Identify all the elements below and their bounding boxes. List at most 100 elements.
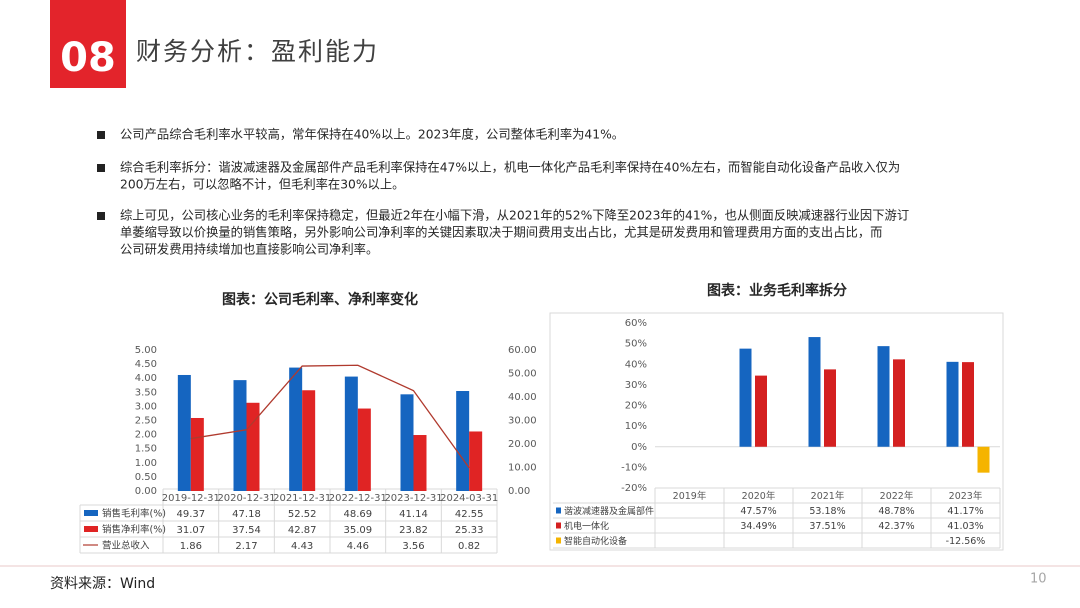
bar: [946, 361, 959, 447]
bullet-marker: [97, 131, 105, 139]
y-tick-label: 3.50: [135, 387, 157, 398]
legend-label: 智能自动化设备: [564, 535, 627, 547]
y2-tick-label: 60.00: [508, 345, 537, 356]
x-tick-label: 2021年: [811, 490, 845, 502]
y-tick-label: 1.50: [135, 444, 157, 455]
table-value: 42.55: [455, 509, 484, 520]
bar: [808, 337, 821, 447]
y-tick-label: 20%: [625, 401, 647, 412]
x-tick-label: 2022年: [880, 490, 914, 502]
table-value: 52.52: [288, 509, 317, 520]
bar: [357, 408, 371, 491]
legend-swatch: [556, 537, 561, 544]
y2-tick-label: 20.00: [508, 439, 537, 450]
bullet-text: 200万左右，可以忽略不计，但毛利率在30%以上。: [120, 177, 404, 192]
y-tick-label: 0.00: [135, 486, 157, 497]
table-value: 37.51%: [809, 521, 845, 532]
bar: [739, 348, 752, 447]
revenue-line: [190, 364, 470, 469]
bar: [413, 435, 427, 491]
bar: [190, 417, 204, 491]
y-tick-label: 4.50: [135, 359, 157, 370]
bullet-text: 综上可见，公司核心业务的毛利率保持稳定，但最近2年在小幅下滑，从2021年的52…: [120, 208, 909, 223]
bar: [302, 390, 316, 491]
table-value: 2.17: [235, 541, 257, 552]
y-tick-label: -20%: [621, 483, 647, 494]
x-tick-label: 2019-12-31: [162, 493, 220, 504]
y-tick-label: 1.00: [135, 458, 157, 469]
y-tick-label: 5.00: [135, 345, 157, 356]
table-value: 41.14: [399, 509, 428, 520]
x-tick-label: 2020年: [742, 490, 776, 502]
y-tick-label: 0%: [631, 442, 647, 453]
y2-tick-label: 40.00: [508, 392, 537, 403]
x-tick-label: 2019年: [673, 490, 707, 502]
legend-swatch: [556, 507, 561, 514]
x-tick-label: 2020-12-31: [217, 493, 275, 504]
bullet-text: 综合毛利率拆分：谐波减速器及金属部件产品毛利率保持在47%以上，机电一体化产品毛…: [120, 160, 900, 175]
table-value: 4.43: [291, 541, 313, 552]
table-value: 47.18: [232, 509, 261, 520]
source-note: 资料来源：Wind: [50, 576, 155, 592]
legend-swatch: [84, 526, 98, 532]
page-number: 10: [1030, 572, 1047, 587]
table-value: 0.82: [458, 541, 480, 552]
bar: [755, 375, 767, 447]
legend-label: 销售毛利率(%): [102, 508, 166, 520]
table-value: 53.18%: [809, 506, 845, 517]
chart-title: 图表：业务毛利率拆分: [707, 282, 847, 299]
table-value: 31.07: [177, 525, 206, 536]
y2-tick-label: 0.00: [508, 486, 530, 497]
y-tick-label: -10%: [621, 462, 647, 473]
section-number: 08: [60, 35, 116, 81]
y-tick-label: 40%: [625, 359, 647, 370]
bar: [246, 402, 260, 491]
table-value: 4.46: [347, 541, 369, 552]
legend-swatch: [556, 522, 561, 529]
x-tick-label: 2023年: [949, 490, 983, 502]
y-tick-label: 2.00: [135, 430, 157, 441]
table-value: 41.17%: [947, 506, 983, 517]
section-badge: [50, 0, 126, 88]
bullet-text: 公司产品综合毛利率水平较高，常年保持在40%以上。2023年度，公司整体毛利率为…: [120, 127, 624, 142]
bullet-marker: [97, 212, 105, 220]
y-tick-label: 3.00: [135, 401, 157, 412]
table-value: 25.33: [455, 525, 484, 536]
table-value: 23.82: [399, 525, 428, 536]
bullet-marker: [97, 164, 105, 172]
y-tick-label: 2.50: [135, 416, 157, 427]
bar: [877, 346, 890, 447]
table-value: 42.37%: [878, 521, 914, 532]
chart-frame: [549, 312, 1004, 551]
y-tick-label: 4.00: [135, 373, 157, 384]
bar: [456, 391, 470, 491]
table-value: 49.37: [177, 509, 206, 520]
table-value: 34.49%: [740, 521, 776, 532]
chart-title: 图表：公司毛利率、净利率变化: [222, 291, 418, 308]
bar: [344, 376, 358, 491]
y-tick-label: 0.50: [135, 472, 157, 483]
bar: [400, 394, 414, 491]
y-tick-label: 50%: [625, 339, 647, 350]
y2-tick-label: 30.00: [508, 416, 537, 427]
table-value: 1.86: [180, 541, 202, 552]
bar: [233, 380, 247, 491]
bar: [469, 431, 483, 491]
legend-swatch: [84, 510, 98, 516]
table-value: -12.56%: [946, 536, 986, 547]
x-tick-label: 2023-12-31: [384, 493, 442, 504]
x-tick-label: 2022-12-31: [329, 493, 387, 504]
table-value: 35.09: [344, 525, 373, 536]
legend-label: 营业总收入: [102, 540, 150, 552]
table-value: 48.78%: [878, 506, 914, 517]
table-value: 37.54: [232, 525, 261, 536]
legend-label: 销售净利率(%): [102, 524, 166, 536]
bar: [977, 446, 990, 473]
legend-label: 谐波减速器及金属部件: [564, 505, 654, 517]
bar: [824, 369, 836, 447]
table-value: 3.56: [402, 541, 424, 552]
bar: [962, 362, 974, 447]
bar: [893, 359, 905, 447]
bullet-text: 公司研发费用持续增加也直接影响公司净利率。: [120, 242, 378, 257]
